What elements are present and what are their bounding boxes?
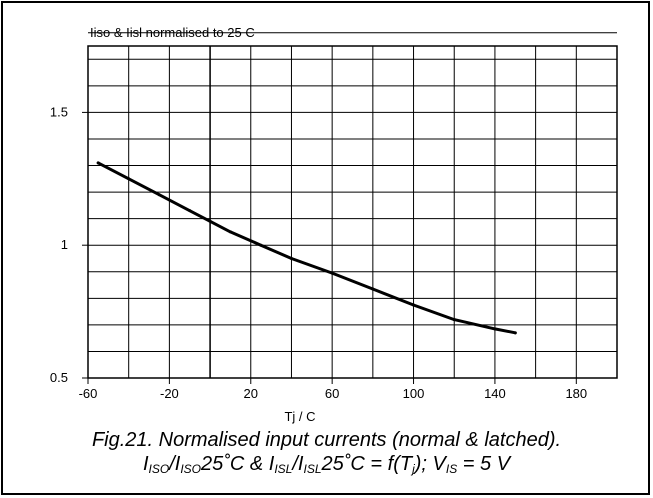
grid <box>87 32 618 379</box>
data-point <box>188 209 192 213</box>
data-point <box>96 161 100 165</box>
data-point <box>493 327 497 331</box>
caption-line-1: Fig.21. Normalised input currents (norma… <box>91 429 562 451</box>
y-tick-label: 1 <box>61 237 68 252</box>
plot-border <box>87 45 618 379</box>
tick-labels: -60 -20 20 60 100 140 180 0.5 1 1.5 <box>50 104 587 401</box>
x-axis-label: Tj / C <box>284 409 315 424</box>
x-tick-label: -20 <box>160 386 179 401</box>
caption-text: 25˚C = f(T <box>321 453 413 475</box>
data-point <box>228 230 232 234</box>
data-point <box>371 287 375 291</box>
data-point <box>330 271 334 275</box>
data-point <box>157 193 161 197</box>
x-tick-label: -60 <box>79 386 98 401</box>
axes <box>82 45 618 384</box>
figure-caption: Fig.21. Normalised input currents (norma… <box>0 428 653 481</box>
caption-subscript: IS <box>445 462 458 476</box>
data-point <box>127 177 131 181</box>
caption-line-2: IISO/IISO25˚C & IISL/IISL25˚C = f(Tj); V… <box>0 452 653 481</box>
x-tick-label: 60 <box>325 386 339 401</box>
y-tick-label: 1.5 <box>50 104 68 119</box>
caption-subscript: ISO <box>148 462 170 476</box>
y-tick-label: 0.5 <box>50 370 68 385</box>
data-point <box>452 318 456 322</box>
x-tick-label: 140 <box>484 386 506 401</box>
caption-subscript: ISL <box>303 462 322 476</box>
caption-subscript: ISO <box>180 462 201 476</box>
x-tick-label: 100 <box>403 386 425 401</box>
series-line <box>96 161 517 335</box>
data-point <box>289 256 293 260</box>
caption-text: 25˚C & I <box>200 453 275 475</box>
data-point <box>513 331 517 335</box>
caption-subscript: ISL <box>274 462 293 476</box>
caption-text: ); V <box>414 453 446 475</box>
data-point <box>208 219 212 223</box>
data-point <box>259 243 263 247</box>
data-point <box>412 303 416 307</box>
caption-text: I <box>142 453 149 475</box>
caption-text: = 5 V <box>457 453 511 475</box>
caption-text: /I <box>292 453 304 475</box>
series <box>96 161 517 335</box>
caption-text: /I <box>169 453 181 475</box>
x-tick-label: 20 <box>244 386 258 401</box>
chart-title: Iiso & Iisl normalised to 25 C <box>90 25 255 40</box>
x-tick-label: 180 <box>565 386 587 401</box>
line-chart: -60 -20 20 60 100 140 180 0.5 1 1.5 Iiso & Iisl n… <box>50 25 618 424</box>
caption-subscript: j <box>412 462 415 476</box>
